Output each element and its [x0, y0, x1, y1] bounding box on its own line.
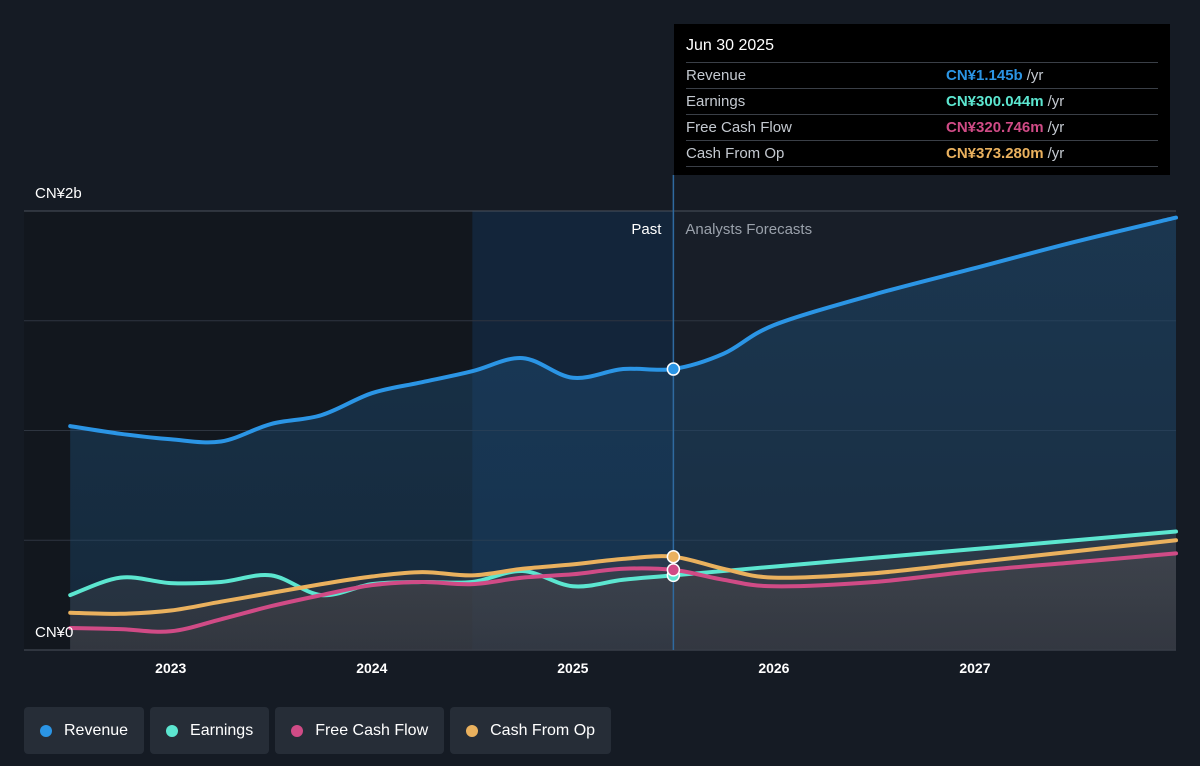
line-earnings — [68, 529, 1178, 598]
x-tick-label: 2027 — [959, 660, 990, 676]
tooltip-unit: /yr — [1026, 67, 1044, 84]
tooltip-value: CN¥1.145b — [946, 67, 1023, 84]
line-revenue — [68, 215, 1178, 445]
tooltip-unit: /yr — [1047, 93, 1065, 110]
legend-item-cash-from-op[interactable]: Cash From Op — [450, 707, 612, 754]
line-free-cash-flow — [68, 551, 1178, 634]
x-tick-label: 2023 — [155, 660, 186, 676]
tooltip-value: CN¥373.280m — [946, 145, 1044, 162]
tooltip-row-revenue: Revenue CN¥1.145b /yr — [686, 63, 1158, 89]
area-revenue — [70, 217, 1177, 650]
legend-label: Cash From Op — [490, 721, 596, 739]
legend-item-revenue[interactable]: Revenue — [24, 707, 145, 754]
tooltip-label: Cash From Op — [686, 145, 785, 162]
legend-label: Free Cash Flow — [315, 721, 429, 739]
legend-dot-icon — [40, 724, 52, 737]
legend-label: Revenue — [64, 721, 129, 739]
chart-legend: Revenue Earnings Free Cash Flow Cash Fro… — [24, 707, 612, 754]
tooltip-row-free-cash-flow: Free Cash Flow CN¥320.746m /yr — [686, 115, 1158, 141]
marker-cash-from-op — [666, 549, 681, 564]
x-tick-label: 2024 — [356, 660, 387, 676]
tooltip-row-earnings: Earnings CN¥300.044m /yr — [686, 89, 1158, 115]
tooltip-value: CN¥300.044m — [946, 93, 1044, 110]
tooltip-label: Revenue — [686, 67, 747, 84]
area-cash-from-op — [70, 540, 1177, 650]
tooltip-date: Jun 30 2025 — [686, 36, 1158, 63]
y-tick-label-zero: CN¥0 — [35, 624, 74, 641]
legend-dot-icon — [291, 724, 304, 737]
line-cash-from-op — [68, 538, 1178, 616]
analysts-forecasts-label: Analysts Forecasts — [685, 221, 812, 238]
tooltip-unit: /yr — [1047, 119, 1065, 136]
legend-label: Earnings — [190, 721, 254, 739]
x-tick-label: 2026 — [758, 660, 789, 676]
marker-free-cash-flow — [666, 563, 681, 577]
legend-dot-icon — [466, 724, 479, 737]
tooltip-value: CN¥320.746m — [946, 119, 1044, 136]
x-tick-label: 2025 — [557, 660, 588, 676]
tooltip-unit: /yr — [1047, 145, 1065, 162]
legend-item-earnings[interactable]: Earnings — [150, 707, 270, 754]
y-tick-label-top: CN¥2b — [35, 185, 82, 202]
marker-revenue — [666, 362, 681, 376]
legend-dot-icon — [166, 724, 179, 737]
past-label: Past — [631, 221, 662, 238]
tooltip-label: Earnings — [686, 93, 746, 110]
hover-tooltip: Jun 30 2025 Revenue CN¥1.145b /yr Earnin… — [674, 24, 1170, 175]
tooltip-row-cash-from-op: Cash From Op CN¥373.280m /yr — [686, 141, 1158, 167]
tooltip-label: Free Cash Flow — [686, 119, 792, 136]
legend-item-free-cash-flow[interactable]: Free Cash Flow — [275, 707, 445, 754]
